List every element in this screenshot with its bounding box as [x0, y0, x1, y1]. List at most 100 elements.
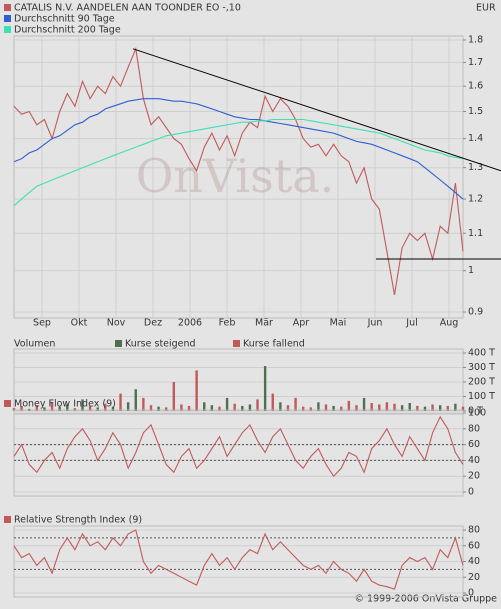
volume-bar — [332, 405, 335, 411]
volume-bar — [66, 404, 69, 411]
volume-bar — [104, 403, 107, 411]
volume-bar — [43, 407, 46, 411]
volume-bar — [431, 404, 434, 411]
volume-bar — [423, 406, 427, 411]
panel-frame — [13, 409, 464, 497]
volume-bar — [203, 402, 206, 411]
y-tick-label: 60 — [468, 439, 480, 450]
volume-bar — [324, 404, 328, 411]
volume-bar — [309, 407, 312, 411]
panel-title: Volumen — [14, 339, 55, 350]
y-tick-label: 1.3 — [468, 162, 483, 173]
y-tick-label: 100 — [468, 408, 486, 419]
volume-bar — [256, 399, 259, 411]
volume-bar — [241, 405, 244, 411]
x-tick-label: Mär — [255, 318, 273, 329]
legend-label: Relative Strength Index (9) — [14, 515, 142, 526]
legend-swatch — [4, 26, 11, 33]
volume-bar — [111, 406, 115, 411]
volume-bar — [400, 405, 404, 411]
volume-bar — [172, 382, 176, 411]
volume-bar — [416, 405, 419, 411]
volume-bar — [88, 405, 92, 411]
watermark: OnVista. — [136, 149, 335, 203]
volume-bar — [446, 405, 449, 411]
y-tick-label: 0 — [468, 487, 474, 498]
volume-bar — [58, 406, 61, 411]
y-tick-label: 300 T — [468, 362, 495, 373]
series-line — [13, 118, 464, 207]
volume-bar — [294, 397, 297, 411]
y-tick-label: 1.4 — [468, 133, 483, 144]
volume-bar — [286, 405, 290, 411]
volume-bar — [195, 370, 198, 411]
y-tick-label: 1.1 — [468, 228, 483, 239]
legend-label: Durchschnitt 200 Tage — [14, 25, 121, 36]
legend-swatch — [4, 516, 11, 523]
volume-bar — [149, 405, 153, 411]
y-tick-label: 20 — [468, 572, 480, 583]
x-tick-label: Dez — [144, 318, 162, 329]
volume-bar — [126, 402, 130, 411]
y-tick-label: 400 T — [468, 348, 495, 359]
volume-bar — [96, 407, 99, 411]
volume-bar — [35, 405, 39, 411]
x-tick-label: Nov — [107, 318, 126, 329]
x-tick-label: Okt — [71, 318, 88, 329]
y-tick-label: 80 — [468, 423, 480, 434]
volume-bar — [180, 404, 183, 411]
trend-line — [132, 48, 501, 172]
legend-label: CATALIS N.V. AANDELEN AAN TOONDER EO -,1… — [14, 3, 241, 14]
x-tick-label: Aug — [440, 318, 459, 329]
y-tick-label: 0.9 — [468, 307, 483, 318]
legend-swatch — [4, 400, 11, 407]
legend-label: Kurse steigend — [125, 339, 196, 350]
volume-bar — [218, 406, 221, 411]
volume-bar — [225, 397, 229, 411]
x-tick-label: Feb — [219, 318, 236, 329]
volume-bar — [187, 405, 191, 411]
volume-bar — [385, 402, 389, 411]
x-tick-label: Mai — [330, 318, 347, 329]
y-tick-label: 20 — [468, 471, 480, 482]
volume-bar — [142, 397, 145, 411]
copyright: © 1999-2006 OnVista Gruppe — [355, 594, 498, 605]
unit-label: EUR — [476, 3, 496, 14]
volume-bar — [393, 403, 396, 411]
y-tick-label: 1.8 — [468, 35, 483, 46]
y-tick-label: 1.7 — [468, 57, 483, 68]
y-tick-label: 1.6 — [468, 81, 483, 92]
volume-bar — [362, 397, 366, 411]
y-tick-label: 0 T — [468, 406, 483, 417]
y-tick-label: 100 T — [468, 391, 495, 402]
volume-bar — [340, 406, 343, 411]
volume-bar — [317, 402, 320, 411]
y-tick-label: 1 — [468, 265, 474, 276]
volume-bar — [408, 403, 411, 411]
legend-swatch — [4, 15, 11, 22]
volume-bar — [165, 407, 168, 411]
legend-swatch — [233, 340, 240, 347]
legend-swatch — [4, 4, 11, 11]
panel-frame — [13, 35, 464, 319]
x-tick-label: Jun — [367, 318, 383, 329]
y-tick-label: 1.2 — [468, 194, 483, 205]
volume-bar — [50, 402, 54, 411]
volume-bar — [279, 402, 282, 411]
y-tick-label: 1.5 — [468, 106, 483, 117]
volume-bar — [461, 406, 465, 411]
volume-bar — [134, 389, 137, 411]
legend-label: Durchschnitt 90 Tage — [14, 14, 115, 25]
volume-bar — [263, 366, 267, 411]
volume-bar — [355, 405, 358, 411]
y-tick-label: 40 — [468, 556, 480, 567]
volume-bar — [20, 405, 23, 411]
y-tick-label: 60 — [468, 540, 480, 551]
series-line — [13, 98, 464, 200]
volume-bar — [119, 393, 122, 411]
volume-bar — [210, 405, 214, 411]
volume-bar — [370, 403, 373, 411]
series-line — [13, 529, 464, 590]
volume-bar — [233, 403, 236, 411]
